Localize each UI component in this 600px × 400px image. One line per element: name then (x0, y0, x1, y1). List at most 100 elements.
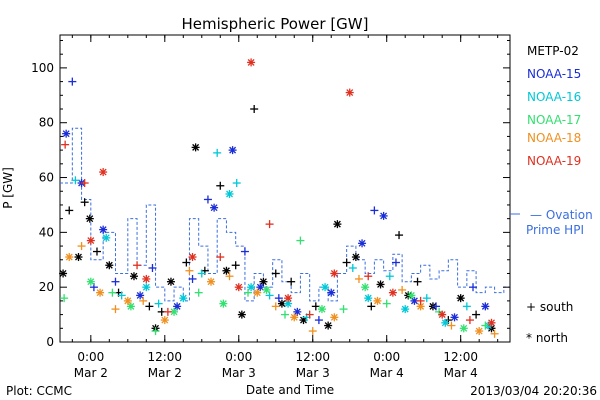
x-tick-label-date: Mar 4 (444, 366, 478, 380)
marker-metp-02-north (59, 269, 68, 278)
x-tick-label-time: 12:00 (295, 350, 330, 364)
y-axis: 0 20 40 60 80 100 (31, 39, 510, 349)
marker-stroke (389, 289, 397, 297)
marker-noaa-16-north (142, 283, 151, 292)
marker-noaa-15-north (99, 225, 108, 234)
legend-entry-noaa-17: NOAA-17 (527, 113, 581, 127)
marker-noaa-17-north (407, 291, 416, 300)
marker-noaa-15-south (148, 263, 157, 272)
y-tick-label: 0 (46, 335, 54, 349)
marker-noaa-18-south (139, 296, 148, 305)
marker-stroke (207, 278, 215, 286)
marker-noaa-19-north (330, 269, 339, 278)
legend: METP-02 NOAA-15 NOAA-16 NOAA-17 NOAA-18 … (510, 44, 593, 345)
x-tick-label-date: Mar 3 (222, 366, 256, 380)
marker-metp-02-south (271, 269, 280, 278)
marker-stroke (441, 319, 449, 327)
marker-noaa-17-south (339, 305, 348, 314)
x-tick-label-date: Mar 4 (370, 366, 404, 380)
marker-noaa-18-north (207, 277, 216, 286)
x-tick-label-time: 12:00 (443, 350, 478, 364)
marker-stroke (407, 291, 415, 299)
marker-stroke (75, 253, 82, 261)
marker-stroke (352, 253, 360, 261)
marker-noaa-15-north (228, 146, 237, 155)
marker-noaa-16-south (348, 263, 357, 272)
marker-noaa-19-north (188, 253, 197, 262)
marker-noaa-18-north (475, 327, 484, 336)
marker-metp-02-south (342, 258, 351, 267)
marker-noaa-16-south (232, 179, 241, 188)
marker-stroke (401, 305, 409, 313)
marker-stroke (167, 278, 175, 286)
marker-noaa-18-north (416, 302, 425, 311)
marker-noaa-16-north (441, 318, 450, 327)
y-axis-label: P [GW] (1, 167, 15, 209)
marker-stroke (259, 278, 267, 286)
marker-stroke (192, 143, 200, 151)
marker-noaa-19-south (61, 140, 70, 149)
marker-stroke (321, 283, 329, 291)
marker-noaa-18-north (290, 313, 299, 322)
marker-stroke (278, 300, 286, 308)
marker-noaa-18-south (111, 305, 120, 314)
marker-noaa-19-north (438, 310, 447, 319)
marker-noaa-15-south (432, 302, 441, 311)
marker-noaa-19-south (80, 179, 89, 188)
marker-stroke (330, 270, 338, 277)
marker-noaa-18-south (225, 272, 234, 281)
marker-noaa-17-north (262, 285, 271, 294)
plot-frame (59, 34, 511, 343)
x-tick-label-time: 0:00 (225, 350, 252, 364)
marker-stroke (324, 322, 332, 330)
marker-stroke (293, 308, 301, 316)
marker-noaa-19-south (465, 316, 474, 325)
marker-stroke (87, 237, 95, 245)
marker-noaa-17-north (219, 299, 228, 308)
marker-metp-02-south (145, 302, 154, 311)
marker-noaa-15-north (62, 129, 71, 138)
marker-noaa-19-north (345, 88, 354, 97)
marker-noaa-18-south (447, 321, 456, 330)
marker-noaa-15-south (370, 206, 379, 215)
marker-noaa-15-south (274, 294, 283, 303)
marker-noaa-17-south (108, 288, 117, 297)
marker-stroke (210, 204, 218, 212)
marker-noaa-17-north (86, 277, 95, 286)
marker-noaa-19-north (247, 58, 256, 67)
legend-entry-noaa-19: NOAA-19 (527, 154, 581, 168)
marker-stroke (358, 239, 366, 247)
marker-noaa-19-north (142, 274, 151, 283)
marker-metp-02-north (333, 220, 342, 229)
marker-stroke (481, 302, 489, 310)
marker-noaa-15-north (327, 288, 336, 297)
marker-noaa-18-south (308, 327, 317, 336)
marker-stroke (226, 190, 233, 198)
marker-noaa-15-north (210, 203, 219, 212)
plot-timestamp: 2013/03/04 20:20:36 (470, 384, 597, 398)
marker-noaa-15-south (203, 195, 212, 204)
marker-noaa-18-south (490, 329, 499, 338)
marker-noaa-17-north (361, 283, 370, 292)
marker-stroke (410, 297, 418, 305)
marker-stroke (380, 212, 388, 220)
x-tick-label-date: Mar 2 (74, 366, 108, 380)
legend-entry-metp-02: METP-02 (527, 44, 579, 58)
marker-metp-02-south (472, 310, 481, 319)
marker-noaa-15-south (111, 277, 120, 286)
marker-stroke (130, 272, 138, 280)
legend-entry-noaa-15: NOAA-15 (527, 67, 581, 81)
marker-noaa-17-south (296, 236, 305, 245)
marker-metp-02-south (367, 302, 376, 311)
marker-metp-02-north (351, 253, 360, 262)
marker-stroke (377, 280, 385, 288)
marker-stroke (327, 289, 335, 297)
marker-noaa-16-north (102, 233, 111, 242)
marker-stroke (179, 294, 187, 302)
legend-ovation-line1: — Ovation (530, 208, 593, 222)
marker-stroke (142, 283, 150, 291)
marker-stroke (330, 313, 338, 321)
marker-noaa-18-north (373, 296, 382, 305)
marker-noaa-15-south (68, 77, 77, 86)
marker-noaa-17-south (60, 294, 69, 303)
